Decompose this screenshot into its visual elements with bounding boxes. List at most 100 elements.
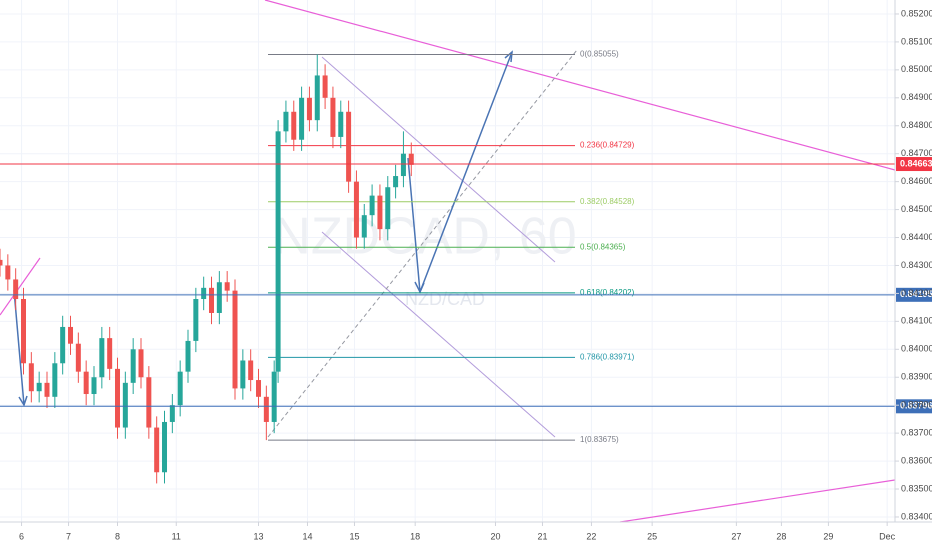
- trend-line: [619, 479, 896, 523]
- candle-body: [216, 282, 222, 313]
- candle-body: [201, 287, 207, 300]
- candle-body: [369, 195, 375, 216]
- price-label: 0.84195: [900, 289, 932, 299]
- candle-body: [91, 377, 97, 395]
- x-tick-label: 20: [490, 531, 500, 541]
- fib-label: 0.5(0.84365): [580, 242, 626, 251]
- candle-body: [299, 97, 305, 140]
- x-tick-label: 21: [537, 531, 547, 541]
- candle-body: [275, 131, 281, 372]
- y-tick-label: 0.84000: [901, 344, 932, 354]
- y-tick-label: 0.83700: [901, 428, 932, 438]
- x-tick-label: 13: [254, 531, 264, 541]
- x-tick-label: 22: [586, 531, 596, 541]
- candle-body: [36, 382, 42, 392]
- x-tick-label: 7: [66, 531, 71, 541]
- y-tick-label: 0.84300: [901, 260, 932, 270]
- candle-body: [154, 427, 160, 473]
- candle-body: [306, 97, 312, 121]
- candle-body: [13, 279, 19, 300]
- y-tick-label: 0.83800: [901, 400, 932, 410]
- watermark: NZDCAD, 60: [273, 208, 576, 266]
- y-tick-label: 0.84200: [901, 288, 932, 298]
- y-tick-label: 0.83600: [901, 455, 932, 465]
- x-tick-label: 8: [115, 531, 120, 541]
- candle-body: [314, 75, 320, 121]
- candle-body: [232, 290, 238, 389]
- candle-body: [177, 371, 183, 406]
- candle-body: [0, 259, 3, 266]
- fib-trend-line: [267, 49, 578, 438]
- x-tick-label: 11: [172, 531, 181, 541]
- candle-body: [146, 377, 152, 428]
- x-tick-label: 27: [731, 531, 741, 541]
- candle-body: [130, 349, 136, 383]
- y-tick-label: 0.83400: [901, 511, 932, 521]
- fib-label: 0.236(0.84729): [580, 141, 635, 150]
- x-tick-label: 18: [410, 531, 420, 541]
- x-tick-label: 28: [776, 531, 786, 541]
- arrow-head: [18, 395, 28, 407]
- candle-body: [44, 382, 50, 397]
- candle-body: [193, 299, 199, 341]
- x-tick-label: 25: [647, 531, 657, 541]
- candles: [0, 54, 414, 484]
- candle-body: [377, 195, 383, 230]
- candle-body: [60, 326, 66, 364]
- arrow-head: [504, 50, 513, 63]
- arrow-head: [414, 281, 425, 294]
- candle-body: [408, 153, 414, 165]
- y-tick-label: 0.84500: [901, 204, 932, 214]
- candle-body: [271, 371, 277, 422]
- y-tick-label: 0.83900: [901, 372, 932, 382]
- candle-body: [240, 360, 246, 389]
- candle-body: [283, 111, 289, 132]
- x-tick-label: 6: [19, 531, 24, 541]
- watermark-symbol: NZD/CAD: [405, 289, 485, 309]
- candle-body: [338, 111, 344, 137]
- fib-label: 0(0.85055): [580, 50, 619, 59]
- candle-body: [138, 349, 144, 378]
- x-tick-label: 29: [823, 531, 833, 541]
- price-label: 0.83796: [900, 401, 932, 411]
- candle-body: [361, 215, 367, 238]
- candle-body: [209, 287, 215, 313]
- candle-body: [122, 382, 128, 428]
- y-tick-label: 0.83500: [901, 483, 932, 493]
- candle-body: [330, 97, 336, 137]
- candle-body: [256, 380, 262, 397]
- y-tick-label: 0.84600: [901, 176, 932, 186]
- price-label-box: [896, 287, 932, 302]
- channel-line: [321, 231, 556, 438]
- candle-body: [248, 360, 254, 381]
- y-tick-label: 0.84100: [901, 316, 932, 326]
- candle-body: [291, 111, 297, 140]
- candle-body: [21, 299, 27, 364]
- x-tick-label: 15: [349, 531, 359, 541]
- candle-body: [28, 363, 34, 392]
- candle-body: [115, 368, 121, 428]
- candle-body: [400, 153, 406, 177]
- x-tick-label: 14: [302, 531, 312, 541]
- y-tick-label: 0.84800: [901, 120, 932, 130]
- y-tick-label: 0.85000: [901, 64, 932, 74]
- y-tick-label: 0.84400: [901, 232, 932, 242]
- candle-body: [83, 371, 89, 395]
- candle-body: [5, 265, 11, 280]
- candle-body: [224, 282, 230, 291]
- fib-retracement: 0(0.85055) 0.236(0.84729) 0.382(0.84528) 0.…: [268, 50, 635, 444]
- price-label: 0.84663: [900, 158, 932, 168]
- channel-line: [321, 56, 556, 263]
- trend-line: [0, 257, 41, 316]
- candle-body: [169, 405, 175, 422]
- price-label-box: [896, 399, 932, 414]
- fib-label: 0.618(0.84202): [580, 288, 635, 297]
- candle-body: [393, 176, 399, 188]
- candle-body: [52, 363, 58, 397]
- candle-body: [263, 396, 269, 422]
- y-tick-label: 0.84900: [901, 92, 932, 102]
- y-tick-label: 0.85200: [901, 8, 932, 18]
- candle-body: [107, 338, 113, 369]
- fib-label: 0.382(0.84528): [580, 197, 635, 206]
